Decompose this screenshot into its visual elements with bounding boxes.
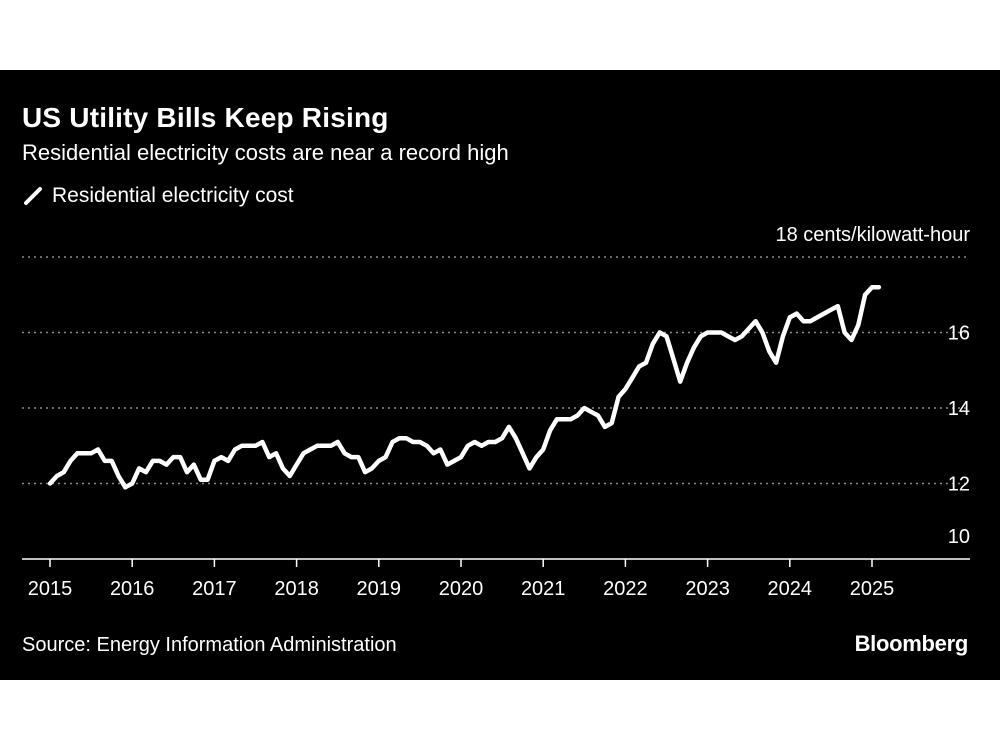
x-tick-label: 2018 <box>274 578 319 600</box>
x-tick-label: 2017 <box>192 578 237 600</box>
y-tick-label: 16 <box>948 323 970 345</box>
y-tick-label: 10 <box>948 526 970 548</box>
x-tick-label: 2016 <box>110 578 155 600</box>
bloomberg-logo: Bloomberg <box>854 631 969 656</box>
chart-panel: US Utility Bills Keep Rising Residential… <box>0 70 1000 680</box>
x-tick-label: 2025 <box>850 578 895 600</box>
line-chart: 10 12 14 16 18 cents/kilowatt-hour 2015 2016 20… <box>22 224 970 600</box>
y-tick-label: 18 cents/kilowatt-hour <box>775 224 970 246</box>
y-tick-label: 14 <box>948 398 970 420</box>
x-tick-label: 2019 <box>357 578 402 600</box>
x-tick-label: 2023 <box>685 578 730 600</box>
y-tick-label: 12 <box>948 474 970 496</box>
x-tick-label: 2020 <box>439 578 484 600</box>
x-tick-label: 2015 <box>28 578 73 600</box>
legend: Residential electricity cost <box>22 184 294 208</box>
legend-line-icon <box>24 187 42 205</box>
x-tick-label: 2021 <box>521 578 566 600</box>
source-note: Source: Energy Information Administratio… <box>22 634 397 656</box>
series-line <box>47 284 882 490</box>
x-tick-label: 2024 <box>768 578 813 600</box>
chart-title: US Utility Bills Keep Rising <box>22 102 389 133</box>
legend-label: Residential electricity cost <box>52 184 294 207</box>
x-tick-label: 2022 <box>603 578 648 600</box>
chart-subtitle: Residential electricity costs are near a… <box>22 140 509 165</box>
